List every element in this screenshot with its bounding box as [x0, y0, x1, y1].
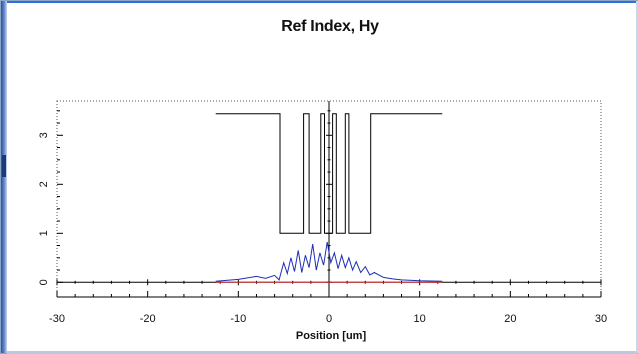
window-right-border	[636, 1, 638, 353]
x-tick-label: 20	[504, 313, 516, 325]
y-tick-label: 0	[38, 279, 50, 285]
series-line-1	[215, 242, 443, 282]
x-tick-label: 10	[414, 313, 426, 325]
window-bottom-border	[7, 351, 637, 354]
axis-layer	[56, 101, 602, 298]
tick-label-layer: -30 -20 -10 0 10 20 30 0 1 2 3	[38, 132, 607, 325]
y-tick-label: 2	[38, 181, 50, 187]
side-scroll-thumb[interactable]	[2, 155, 6, 177]
x-tick-label: -10	[230, 313, 246, 325]
x-tick-label: 0	[326, 313, 332, 325]
x-tick-label: 30	[595, 313, 607, 325]
window-top-border	[7, 1, 637, 3]
chart-title: Ref Index, Hy	[281, 18, 379, 35]
y-tick-label: 3	[38, 132, 50, 138]
y-tick-label: 1	[38, 230, 50, 236]
series-layer	[215, 113, 443, 283]
x-axis-label: Position [um]	[296, 330, 367, 342]
window-left-border	[1, 1, 7, 353]
x-tick-label: -30	[49, 313, 65, 325]
x-tick-label: -20	[140, 313, 156, 325]
series-line-0	[215, 113, 443, 234]
